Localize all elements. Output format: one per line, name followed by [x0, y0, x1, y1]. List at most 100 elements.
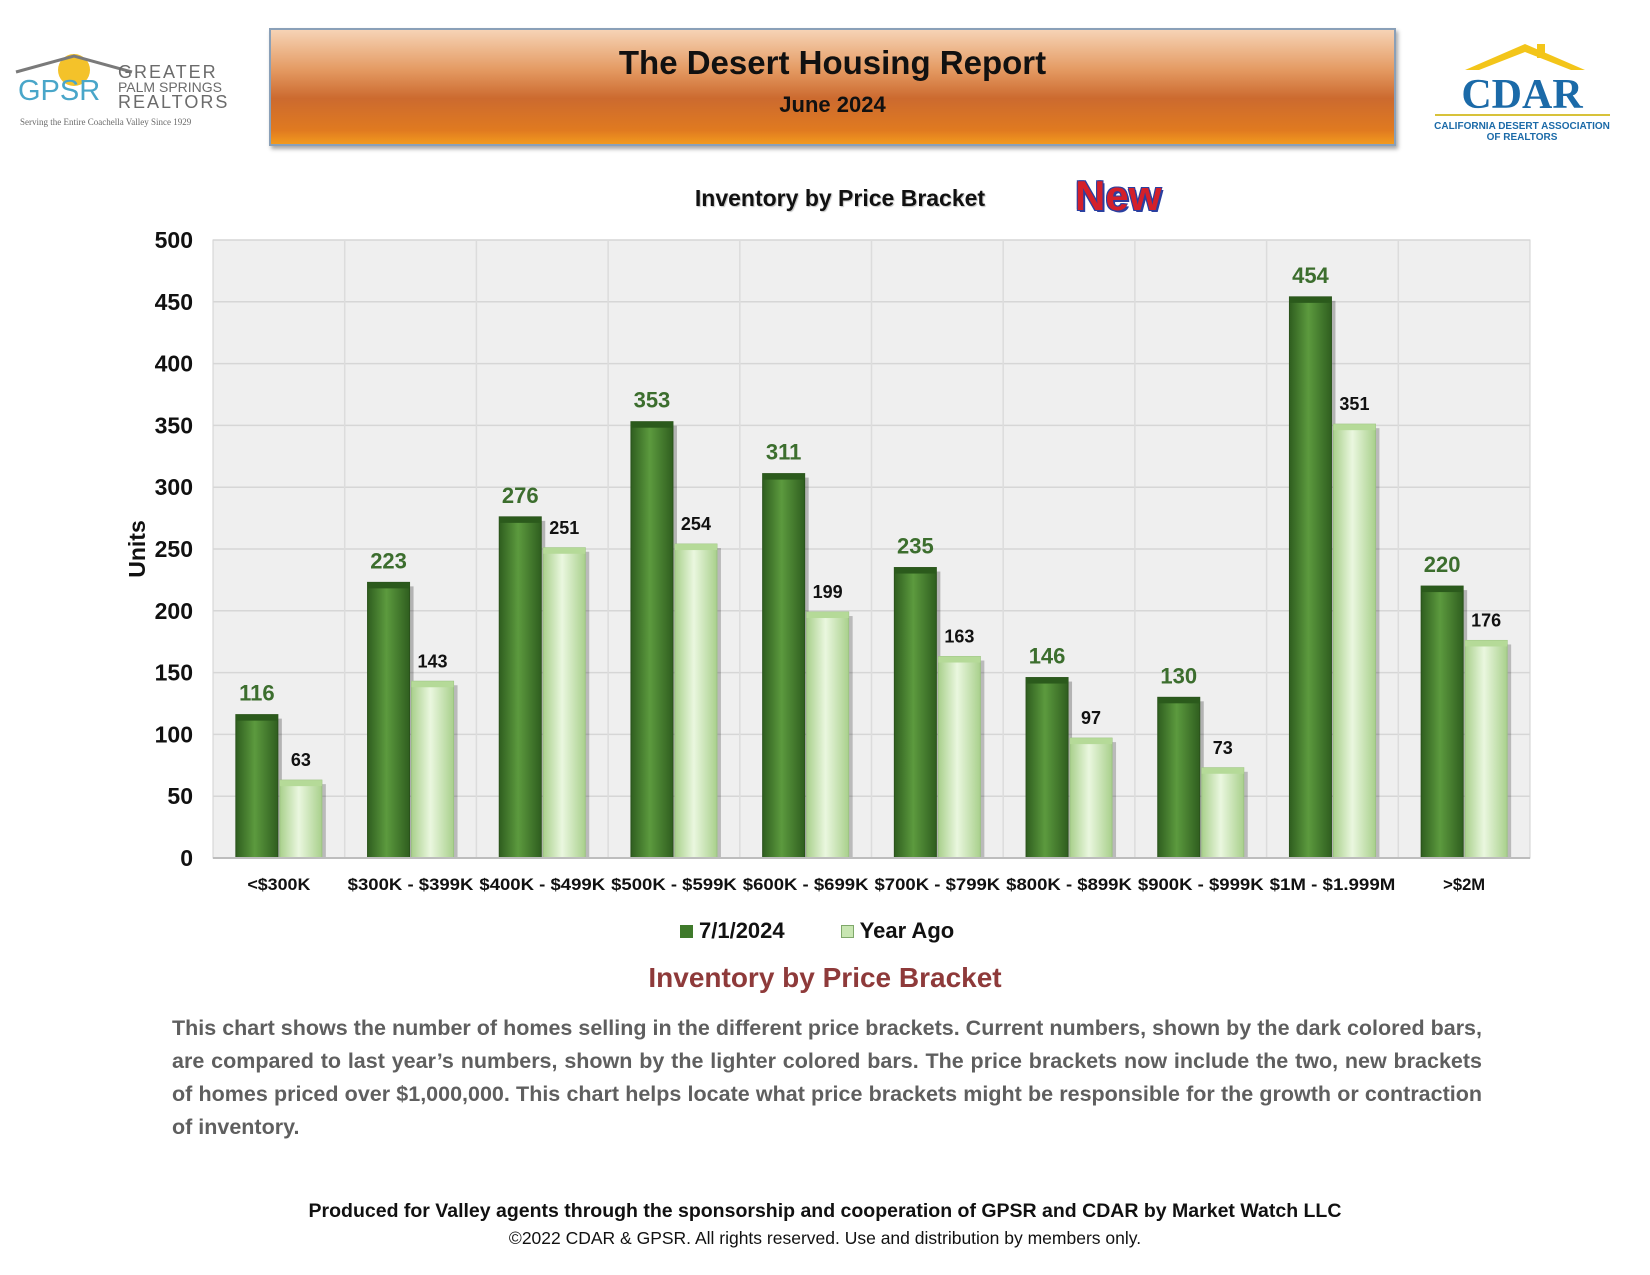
bar-year-ago — [1201, 767, 1245, 859]
bar-year-ago-cap — [938, 656, 981, 663]
gpsr-abbrev: GPSR — [18, 75, 100, 107]
x-tick-label: $900K - $999K — [1138, 875, 1264, 894]
bar-year-ago — [1069, 737, 1113, 859]
bar-current-cap — [499, 516, 542, 523]
data-label-year-ago: 163 — [944, 627, 974, 647]
legend-item-year-ago: Year Ago — [840, 918, 955, 944]
bar-current — [630, 421, 674, 859]
chart-title: Inventory by Price Bracket — [694, 185, 986, 211]
data-label-current: 311 — [766, 440, 802, 465]
data-label-year-ago: 73 — [1213, 738, 1233, 758]
y-tick-label: 0 — [180, 845, 193, 871]
bar-year-ago-cap — [1070, 738, 1113, 745]
legend-label-year-ago: Year Ago — [859, 918, 955, 943]
cdar-abbrev: CDAR — [1461, 72, 1583, 118]
legend-swatch-current — [680, 924, 693, 938]
section-heading: Inventory by Price Bracket — [648, 962, 1002, 993]
bar-year-ago-cap — [279, 780, 322, 787]
new-badge: New — [1075, 172, 1162, 219]
legend-item-current: 7/1/2024 — [680, 918, 785, 944]
svg-text:CALIFORNIA DESERT ASSOCIATION: CALIFORNIA DESERT ASSOCIATION — [1434, 121, 1610, 132]
report-month: June 2024 — [779, 92, 886, 117]
svg-text:GREATER: GREATER — [118, 62, 218, 82]
bar-current-cap — [1421, 586, 1464, 593]
bar-current-cap — [235, 714, 278, 721]
y-tick-label: 400 — [155, 351, 193, 377]
legend-swatch-year-ago — [840, 924, 854, 938]
x-tick-label: $1M - $1.999M — [1270, 875, 1396, 894]
x-tick-label: $400K - $499K — [479, 875, 605, 894]
bar-current — [498, 516, 542, 859]
chart-legend: 7/1/2024 Year Ago — [680, 916, 1010, 946]
bar-year-ago-cap — [1201, 767, 1244, 774]
data-label-year-ago: 351 — [1339, 394, 1369, 414]
data-label-current: 235 — [897, 534, 934, 559]
data-label-current: 353 — [634, 388, 671, 413]
data-label-year-ago: 143 — [418, 651, 448, 671]
footer-copyright: ©2022 CDAR & GPSR. All rights reserved. … — [508, 1228, 1142, 1248]
x-tick-label: >$2M — [1443, 875, 1485, 894]
data-label-current: 130 — [1160, 663, 1197, 688]
bar-current — [1288, 296, 1332, 859]
bar-current — [235, 714, 279, 859]
bar-year-ago — [279, 779, 323, 859]
data-label-current: 220 — [1424, 552, 1461, 577]
bar-current — [367, 581, 411, 859]
y-tick-label: 200 — [155, 598, 193, 624]
inventory-bar-chart: 0 50 100 150 200 250 300 350 400 450 500 Units 116 63… — [124, 227, 1531, 894]
svg-text:REALTORS: REALTORS — [118, 92, 229, 112]
bar-year-ago — [806, 611, 850, 859]
x-tick-label: $500K - $599K — [611, 875, 737, 894]
bar-year-ago — [542, 547, 586, 859]
x-tick-label: $800K - $899K — [1006, 875, 1132, 894]
data-label-current: 454 — [1292, 263, 1329, 288]
house-roof-icon — [1465, 44, 1585, 70]
x-tick-label: $700K - $799K — [875, 875, 1001, 894]
x-tick-label: <$300K — [247, 875, 311, 894]
bar-current — [1420, 585, 1464, 859]
bar-current-cap — [1289, 296, 1332, 303]
data-label-current: 223 — [370, 548, 407, 573]
bar-year-ago — [1332, 423, 1376, 859]
bar-year-ago-cap — [1465, 640, 1508, 647]
bar-current — [1157, 696, 1201, 859]
bar-current-cap — [367, 582, 410, 589]
svg-text:PALM SPRINGS: PALM SPRINGS — [118, 79, 222, 95]
bar-year-ago-cap — [543, 547, 586, 554]
bar-current — [1025, 677, 1069, 859]
y-tick-label: 450 — [155, 289, 193, 315]
y-tick-label: 50 — [167, 783, 193, 809]
x-tick-label: $300K - $399K — [348, 875, 474, 894]
bar-year-ago-cap — [806, 612, 849, 619]
y-tick-label: 300 — [155, 474, 193, 500]
y-tick-label: 350 — [155, 412, 193, 438]
bar-current-cap — [894, 567, 937, 574]
bar-current — [762, 473, 806, 859]
svg-text:Serving the Entire Coachella V: Serving the Entire Coachella Valley Sinc… — [20, 117, 192, 127]
y-tick-label: 100 — [155, 721, 193, 747]
roof-icon — [15, 54, 133, 74]
y-tick-label: 250 — [155, 536, 193, 562]
data-label-current: 146 — [1029, 644, 1066, 669]
cdar-logo: CDAR CALIFORNIA DESERT ASSOCIATION OF RE… — [1434, 44, 1610, 143]
bar-year-ago — [937, 656, 981, 859]
data-label-year-ago: 176 — [1471, 610, 1501, 630]
bar-year-ago-cap — [411, 681, 454, 688]
bar-current — [893, 567, 937, 859]
bar-year-ago — [411, 680, 455, 859]
bar-year-ago-cap — [1333, 424, 1376, 431]
bar-year-ago — [674, 543, 718, 859]
bar-current-cap — [1157, 697, 1200, 704]
data-label-year-ago: 63 — [291, 750, 311, 770]
footer-sponsorship: Produced for Valley agents through the s… — [308, 1200, 1342, 1222]
data-label-year-ago: 199 — [813, 582, 843, 602]
chart-description: This chart shows the number of homes sel… — [172, 1016, 1482, 1139]
svg-text:OF REALTORS: OF REALTORS — [1487, 132, 1558, 143]
sun-icon — [58, 54, 90, 86]
y-tick-label: 500 — [155, 227, 193, 253]
report-banner: The Desert Housing Report June 2024 — [269, 28, 1396, 146]
data-label-current: 276 — [502, 483, 539, 508]
data-label-year-ago: 251 — [549, 518, 579, 538]
data-label-year-ago: 254 — [681, 514, 711, 534]
data-label-year-ago: 97 — [1081, 708, 1101, 728]
